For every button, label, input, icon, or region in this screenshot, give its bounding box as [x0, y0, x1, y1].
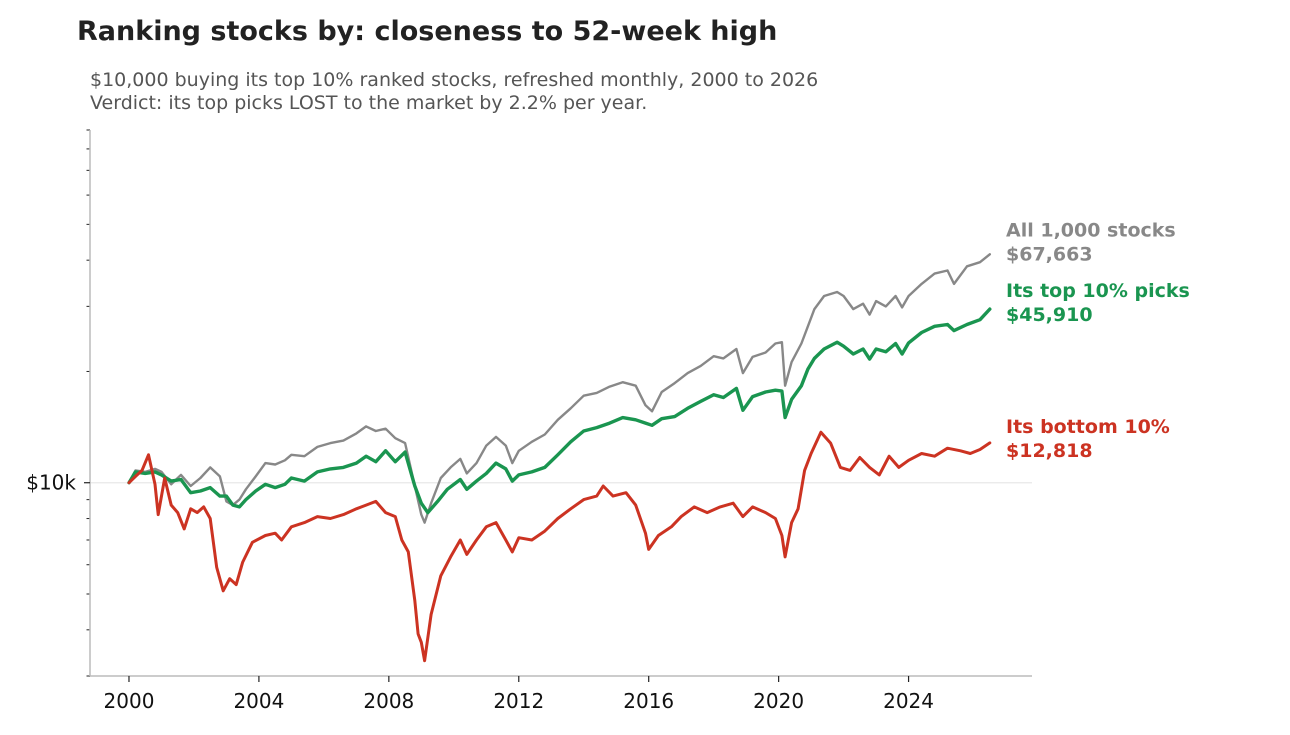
series-end-value-all: $67,663	[1006, 243, 1093, 265]
series-label-all: All 1,000 stocks	[1006, 219, 1176, 241]
x-tick-label: 2016	[623, 689, 674, 713]
series-label-bottom: Its bottom 10%	[1006, 416, 1170, 438]
x-tick-label: 2012	[493, 689, 544, 713]
series-label-top: Its top 10% picks	[1006, 280, 1190, 302]
x-tick-label: 2000	[104, 689, 155, 713]
series-end-value-top: $45,910	[1006, 304, 1093, 326]
x-tick-label: 2020	[753, 689, 804, 713]
y-axis-ticks: $10k	[26, 471, 90, 495]
series-end-labels: All 1,000 stocks$67,663 Its top 10% picks…	[1006, 219, 1190, 462]
series-line-all	[127, 253, 991, 524]
x-tick-label: 2008	[363, 689, 414, 713]
subtitle-line-2: Verdict: its top picks LOST to the marke…	[90, 92, 648, 114]
x-tick-label: 2024	[883, 689, 934, 713]
series-end-value-bottom: $12,818	[1006, 440, 1093, 462]
subtitle-line-1: $10,000 buying its top 10% ranked stocks…	[90, 69, 819, 91]
x-tick-label: 2004	[233, 689, 284, 713]
series-layer	[127, 253, 992, 663]
series-line-bottom	[127, 430, 992, 663]
chart-subtitle: $10,000 buying its top 10% ranked stocks…	[90, 69, 818, 115]
y-tick-label: $10k	[26, 471, 76, 495]
series-line-top	[127, 307, 992, 515]
x-axis-ticks: 2000 2004 2008 2012 2016 2020 2024	[104, 676, 934, 713]
chart-title: Ranking stocks by: closeness to 52-week …	[77, 16, 778, 47]
